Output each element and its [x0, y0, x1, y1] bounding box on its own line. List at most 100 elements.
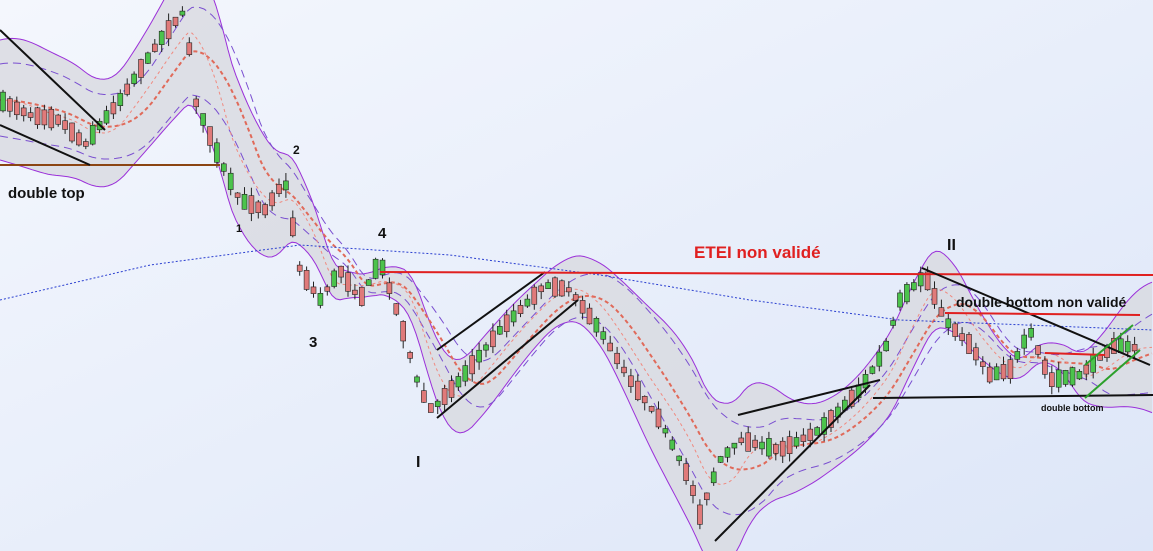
annotation: ETEI non validé — [694, 243, 821, 262]
candle — [448, 380, 455, 398]
candle — [462, 365, 469, 382]
candle — [145, 52, 151, 64]
candle — [565, 287, 572, 293]
candle — [655, 408, 662, 428]
candle — [690, 485, 696, 496]
candle — [421, 390, 427, 403]
candle — [158, 30, 165, 46]
candle — [1124, 341, 1131, 353]
candle — [138, 59, 144, 78]
channel-line — [1084, 324, 1134, 366]
candle — [738, 437, 745, 443]
candle — [759, 441, 765, 450]
candle — [83, 141, 89, 147]
candle — [779, 440, 786, 457]
candle — [76, 132, 82, 146]
candle — [365, 279, 372, 286]
candle — [621, 366, 627, 374]
candle — [303, 270, 310, 290]
candle — [917, 272, 924, 287]
candle — [503, 314, 510, 333]
candle — [1118, 338, 1124, 353]
candle — [379, 259, 386, 276]
candle — [386, 282, 393, 294]
candle — [676, 455, 683, 462]
candle — [296, 264, 303, 272]
candle — [0, 91, 6, 112]
candle — [1000, 364, 1007, 380]
candle — [641, 396, 648, 404]
candle — [938, 307, 945, 317]
candle — [600, 331, 607, 340]
candle — [538, 285, 545, 293]
candle — [793, 437, 800, 447]
candle — [62, 120, 68, 130]
trend-line — [737, 379, 881, 416]
candle — [772, 444, 779, 454]
candle — [490, 330, 496, 348]
candle — [545, 282, 551, 289]
candle — [979, 361, 986, 367]
candle — [966, 334, 972, 354]
candle — [7, 98, 13, 112]
candle — [669, 439, 676, 450]
annotation: double top — [8, 185, 85, 202]
candle — [1055, 369, 1062, 388]
candle — [255, 201, 262, 213]
candle — [27, 112, 34, 118]
inner-band — [0, 94, 1153, 516]
candle — [110, 102, 117, 115]
candle — [800, 434, 807, 442]
candle — [510, 310, 517, 323]
candle — [662, 428, 669, 434]
resistance-line — [1044, 352, 1106, 356]
candle — [883, 340, 890, 352]
candle — [959, 333, 965, 341]
candle — [524, 298, 531, 307]
candle — [531, 286, 538, 305]
candle — [400, 321, 407, 342]
candle — [393, 303, 400, 315]
candle — [193, 98, 199, 108]
candle — [69, 122, 75, 142]
candle — [1028, 328, 1034, 338]
candle — [1111, 337, 1117, 354]
channel-line — [1084, 349, 1141, 399]
candle — [276, 184, 282, 194]
candle — [200, 113, 206, 126]
candle — [345, 272, 351, 292]
resistance-line — [944, 312, 1141, 316]
candle — [317, 293, 324, 306]
candle — [483, 344, 489, 351]
candle — [579, 300, 586, 314]
candle — [358, 286, 365, 306]
candle — [1131, 344, 1138, 352]
candle — [241, 193, 248, 210]
candle — [683, 463, 689, 481]
annotation: 4 — [378, 225, 387, 242]
candle — [559, 280, 565, 297]
candle — [986, 366, 993, 383]
candle — [814, 427, 821, 436]
candle — [697, 504, 703, 525]
trend-line — [0, 124, 91, 166]
candle — [897, 292, 903, 308]
candle — [1035, 345, 1041, 355]
candle — [710, 471, 717, 484]
candle — [103, 110, 110, 124]
candle — [324, 286, 331, 292]
candle — [828, 410, 834, 428]
candle — [179, 10, 186, 16]
candle — [165, 20, 172, 40]
candle — [724, 447, 731, 458]
annotation: double bottom non validé — [956, 294, 1127, 310]
candle — [207, 126, 213, 146]
candle — [952, 323, 959, 337]
candle — [34, 107, 41, 126]
candle — [821, 417, 827, 435]
candle — [20, 107, 27, 117]
candle — [48, 108, 55, 129]
candle — [310, 286, 317, 294]
